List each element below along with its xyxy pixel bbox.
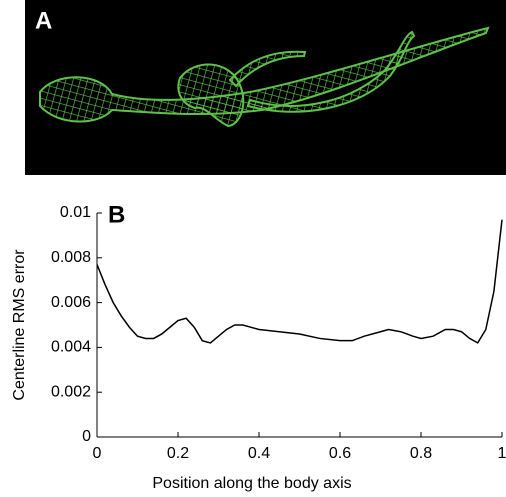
x-tick-label: 1 (498, 445, 506, 462)
y-tick-label: 0.01 (60, 204, 91, 221)
y-tick-label: 0.008 (51, 249, 91, 266)
x-tick-label: 0.2 (167, 445, 189, 462)
x-axis-title: Position along the body axis (152, 475, 351, 492)
x-tick-label: 0.8 (410, 445, 432, 462)
x-tick-label: 0.6 (329, 445, 351, 462)
y-tick-label: 0.002 (51, 383, 91, 400)
panel-label: B (108, 201, 125, 228)
y-tick-label: 0.006 (51, 294, 91, 311)
worm-mesh (39, 26, 490, 128)
y-tick-label: 0 (82, 428, 91, 445)
panel-label: A (35, 7, 52, 34)
x-tick-label: 0.4 (248, 445, 270, 462)
data-line (96, 219, 503, 344)
y-axis-title: Centerline RMS error (11, 249, 28, 401)
y-tick-label: 0.004 (51, 339, 91, 356)
x-tick-label: 0 (93, 445, 102, 462)
